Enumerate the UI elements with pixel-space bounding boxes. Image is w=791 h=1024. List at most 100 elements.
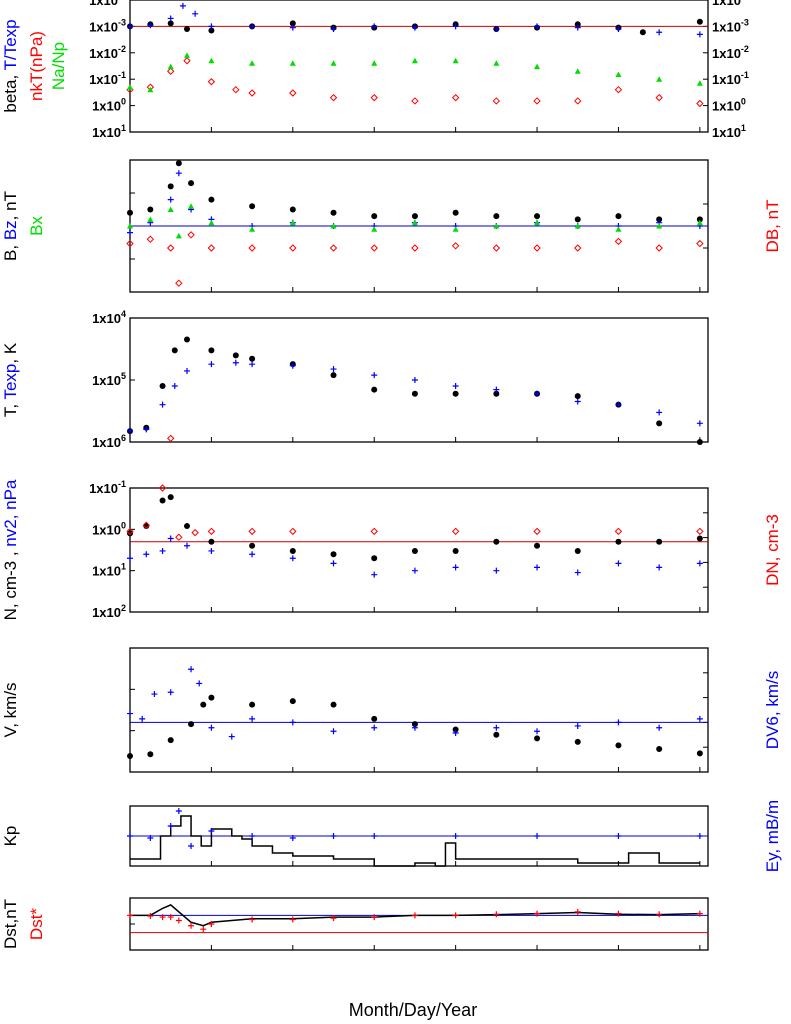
point-plus	[411, 724, 418, 731]
point-plus	[330, 560, 337, 567]
point-diamond	[146, 235, 155, 243]
point-dot	[452, 209, 459, 216]
point-plus	[167, 535, 174, 542]
point-triangle	[696, 219, 703, 226]
point-plus	[411, 567, 418, 574]
point-triangle	[289, 219, 296, 226]
y-axis-label-left-part: T/Texp	[1, 19, 20, 70]
y-axis-label-left-2: Dst*	[27, 908, 46, 941]
point-dot	[371, 715, 378, 722]
point-plus	[208, 724, 215, 731]
panel-2: B, Bz, nT Bx DB, nT	[1, 159, 782, 293]
point-plus	[696, 420, 703, 427]
plot-frame	[129, 487, 709, 613]
y-tick-left: 1x106	[92, 433, 126, 450]
point-dot	[411, 721, 418, 728]
y-axis-label-left: B, Bz, nT	[1, 191, 20, 261]
point-diamond	[533, 97, 541, 105]
point-dot	[493, 390, 500, 397]
point-plus	[656, 409, 663, 416]
point-diamond	[492, 244, 501, 252]
point-dot	[615, 742, 622, 749]
point-plus	[208, 23, 215, 30]
point-plus	[452, 383, 459, 390]
point-dot	[493, 213, 500, 220]
point-plus	[656, 564, 663, 571]
point-triangle	[208, 57, 215, 64]
point-diamond	[614, 237, 623, 246]
point-diamond	[533, 244, 541, 252]
point-diamond	[289, 89, 297, 97]
point-plus	[208, 921, 215, 927]
point-plus	[175, 808, 182, 814]
point-diamond	[183, 57, 191, 65]
point-triangle	[656, 223, 663, 229]
y-tick-left: 1x100	[92, 520, 126, 537]
point-plus	[200, 926, 207, 933]
point-plus	[452, 833, 459, 839]
y-axis-label-left-part: Kp	[1, 826, 20, 847]
point-diamond	[126, 527, 134, 536]
point-plus	[371, 23, 378, 30]
point-diamond	[451, 242, 460, 250]
point-dot	[249, 355, 256, 362]
point-triangle	[493, 60, 500, 66]
point-plus	[371, 914, 378, 921]
series-2	[127, 808, 703, 849]
point-plus	[127, 555, 133, 562]
point-plus	[696, 910, 703, 917]
point-dot	[656, 538, 663, 545]
point-plus	[534, 833, 541, 839]
y-axis-label-right-part: DN, cm-3	[763, 514, 782, 586]
point-triangle	[411, 57, 418, 64]
panel-1: 1x10-4 1x10-3 1x10-2 1x10-1 1x100 1x101 1x10-4…	[1, 0, 749, 140]
point-dot	[411, 213, 418, 220]
point-plus	[289, 835, 296, 841]
point-diamond	[289, 527, 297, 536]
y-tick-left: 1x10-2	[89, 44, 126, 61]
point-plus	[208, 547, 215, 554]
y-axis-label-left-part: V, km/s	[1, 682, 20, 737]
point-plus	[208, 361, 215, 368]
point-diamond	[411, 97, 419, 105]
point-plus	[371, 571, 378, 578]
y-tick-right: 1x10-4	[712, 0, 749, 8]
point-diamond	[370, 93, 378, 102]
point-plus	[656, 911, 663, 918]
point-plus	[151, 691, 158, 698]
point-plus	[574, 908, 581, 915]
point-plus	[289, 916, 296, 923]
point-diamond	[411, 244, 419, 252]
point-dot	[574, 216, 581, 223]
series-1	[127, 18, 703, 36]
point-plus	[330, 915, 337, 922]
point-dot	[249, 701, 256, 708]
point-dot	[183, 336, 190, 343]
point-plus	[188, 922, 195, 929]
plot-frame	[129, 897, 709, 951]
x-axis-label: Month/Day/Year	[349, 1000, 477, 1020]
point-plus	[232, 359, 239, 366]
point-plus	[330, 833, 337, 839]
point-diamond	[370, 244, 378, 252]
series-1	[127, 160, 703, 223]
point-plus	[183, 367, 190, 374]
point-dot	[371, 555, 378, 562]
point-dot	[696, 750, 703, 757]
y-axis-label-left-part: , K	[1, 342, 20, 363]
point-plus	[615, 719, 622, 726]
point-triangle	[147, 216, 154, 222]
point-plus	[143, 426, 150, 433]
point-dot	[147, 206, 154, 213]
point-dot	[330, 209, 337, 216]
point-plus	[167, 914, 174, 921]
y-tick-left: 1x10-1	[89, 70, 126, 87]
point-plus	[615, 910, 622, 917]
point-dot	[639, 29, 646, 36]
point-dot	[167, 183, 174, 190]
point-triangle	[330, 223, 337, 229]
point-plus	[175, 917, 182, 924]
point-plus	[493, 386, 500, 393]
point-plus	[534, 390, 541, 397]
point-diamond	[207, 527, 216, 536]
